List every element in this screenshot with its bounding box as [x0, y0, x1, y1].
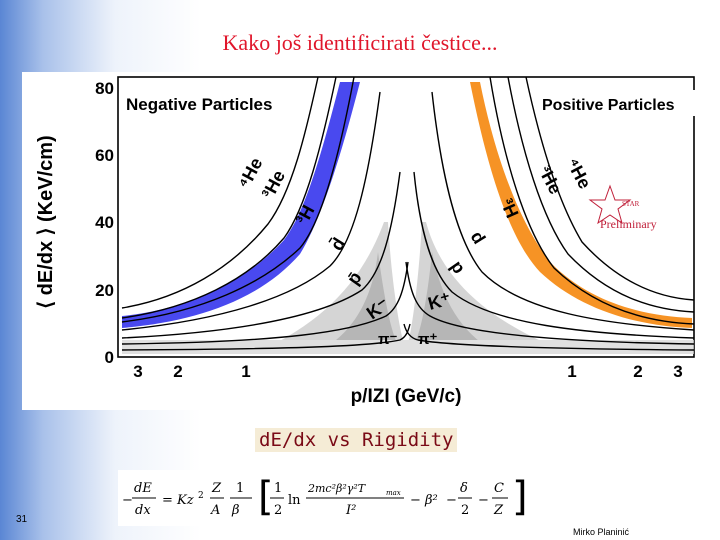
- gray-bands: [122, 222, 694, 354]
- formula-ln: ln: [288, 493, 301, 508]
- positive-title-box: [536, 90, 696, 116]
- formula-bracket-left: [: [258, 474, 274, 520]
- plot-frame: [117, 76, 695, 358]
- x-tick-neg-1: 1: [241, 362, 250, 381]
- formula-eq-kz: = Kz: [162, 493, 194, 508]
- gray-band-pos-inner: [410, 252, 492, 350]
- negative-panel-title: Negative Particles: [126, 95, 272, 114]
- star-logo-text: STAR: [622, 200, 640, 208]
- slide-number: 31: [16, 514, 28, 525]
- gray-band-pi: [122, 340, 694, 354]
- positive-band: [470, 82, 692, 328]
- y-tick-60: 60: [95, 146, 114, 165]
- formula-bracket-right: ]: [512, 474, 528, 520]
- formula-lhs-den: dx: [135, 503, 151, 518]
- curve-pos-pi: [403, 323, 695, 351]
- author-name: Mirko Planinić: [573, 527, 630, 537]
- y-tick-80: 80: [95, 79, 114, 98]
- curve-pos-he3: [507, 76, 695, 313]
- negative-band: [122, 82, 360, 328]
- negative-curves: [121, 76, 411, 351]
- formula-c-den: Z: [493, 503, 504, 518]
- curve-neg-d: [121, 91, 381, 331]
- positive-curves: [403, 76, 695, 351]
- formula-lhs-num: dE: [134, 481, 152, 496]
- dedx-figure: Negative Particles Positive Particles ⁴H…: [22, 72, 706, 410]
- curve-pos-h3: [489, 76, 695, 325]
- formula-half-den: 2: [274, 503, 282, 518]
- curve-pos-he4: [525, 76, 695, 301]
- x-tick-neg-2: 2: [173, 362, 182, 381]
- x-tick-pos-1: 1: [567, 362, 576, 381]
- formula-minus-2: −: [446, 493, 457, 508]
- formula-delta-num: δ: [460, 481, 468, 496]
- curve-pos-p: [413, 171, 695, 339]
- formula-za-num: Z: [211, 481, 222, 496]
- y-axis-label: ⟨ dE/dx ⟩ (KeV/cm): [35, 135, 57, 308]
- x-axis-label: p/IZI (GeV/c): [351, 386, 462, 407]
- formula-half-num: 1: [274, 481, 282, 496]
- dedx-plot: Negative Particles Positive Particles ⁴H…: [35, 76, 696, 407]
- curve-neg-k: [121, 261, 409, 345]
- slide-title: Kako još identificirati čestice...: [222, 30, 498, 55]
- formula-za-den: A: [210, 503, 220, 518]
- formula-delta-den: 2: [461, 503, 469, 518]
- y-tick-0: 0: [105, 348, 114, 367]
- formula-z-square: 2: [198, 491, 204, 501]
- curve-neg-pi: [121, 323, 411, 351]
- y-tick-20: 20: [95, 281, 114, 300]
- bethe-bloch-formula: − dE dx = Kz 2 Z A 1 β [ 1 2 ln 2mc²β²γ²…: [118, 470, 530, 526]
- x-tick-pos-2: 2: [633, 362, 642, 381]
- formula-ln-num-sub: max: [386, 489, 401, 497]
- formula-ln-num: 2mc²β²γ²T: [307, 482, 367, 495]
- figure-caption: dE/dx vs Rigidity: [255, 428, 458, 452]
- label-neg-piminus: π⁻: [378, 331, 397, 348]
- curve-neg-p: [121, 171, 401, 339]
- formula-beta-den: β: [231, 503, 240, 518]
- negative-title-box: [122, 90, 292, 116]
- curve-pos-d: [431, 91, 695, 331]
- x-tick-neg-3: 3: [133, 362, 142, 381]
- gray-band-neg-inner: [322, 252, 402, 350]
- label-pos-piplus: π⁺: [418, 331, 437, 348]
- curve-pos-k: [405, 261, 695, 345]
- preliminary-label: Preliminary: [600, 217, 657, 231]
- formula-minus: −: [122, 493, 133, 508]
- x-tick-pos-3: 3: [673, 362, 682, 381]
- star-logo-icon: [588, 184, 632, 225]
- y-tick-40: 40: [95, 213, 114, 232]
- curve-neg-he3: [121, 76, 337, 319]
- curve-neg-h3: [121, 76, 355, 323]
- positive-panel-title: Positive Particles: [542, 97, 675, 114]
- formula-minus-3: −: [478, 493, 489, 508]
- curve-neg-he4: [121, 76, 319, 309]
- formula-ln-den: I²: [345, 503, 356, 518]
- formula-beta-num: 1: [236, 481, 244, 496]
- formula-c-num: C: [494, 481, 504, 496]
- formula-minus-beta: − β²: [410, 493, 438, 508]
